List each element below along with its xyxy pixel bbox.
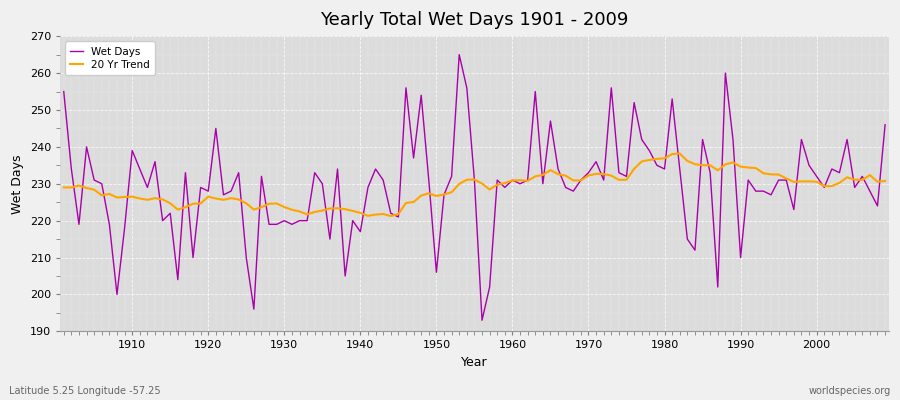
- Wet Days: [119, 226, 130, 230]
- Text: worldspecies.org: worldspecies.org: [809, 386, 891, 396]
- Wet Days: [477, 318, 488, 323]
- 20 Yr Trend: [58, 185, 69, 190]
- 20 Yr Trend: [606, 173, 616, 178]
- 20 Yr Trend: [515, 178, 526, 183]
- Wet Days: [58, 89, 69, 94]
- Y-axis label: Wet Days: Wet Days: [11, 154, 24, 214]
- Text: Latitude 5.25 Longitude -57.25: Latitude 5.25 Longitude -57.25: [9, 386, 160, 396]
- Wet Days: [879, 122, 890, 127]
- Wet Days: [515, 181, 526, 186]
- Wet Days: [332, 167, 343, 172]
- 20 Yr Trend: [507, 178, 517, 183]
- Legend: Wet Days, 20 Yr Trend: Wet Days, 20 Yr Trend: [65, 42, 155, 75]
- 20 Yr Trend: [385, 214, 396, 218]
- Wet Days: [614, 170, 625, 175]
- 20 Yr Trend: [286, 207, 297, 212]
- Line: 20 Yr Trend: 20 Yr Trend: [64, 154, 885, 216]
- Wet Days: [286, 222, 297, 227]
- X-axis label: Year: Year: [461, 356, 488, 369]
- 20 Yr Trend: [332, 206, 343, 211]
- Title: Yearly Total Wet Days 1901 - 2009: Yearly Total Wet Days 1901 - 2009: [320, 11, 628, 29]
- 20 Yr Trend: [119, 194, 130, 199]
- Wet Days: [454, 52, 464, 57]
- 20 Yr Trend: [879, 178, 890, 183]
- Line: Wet Days: Wet Days: [64, 55, 885, 320]
- Wet Days: [522, 178, 533, 182]
- 20 Yr Trend: [674, 151, 685, 156]
